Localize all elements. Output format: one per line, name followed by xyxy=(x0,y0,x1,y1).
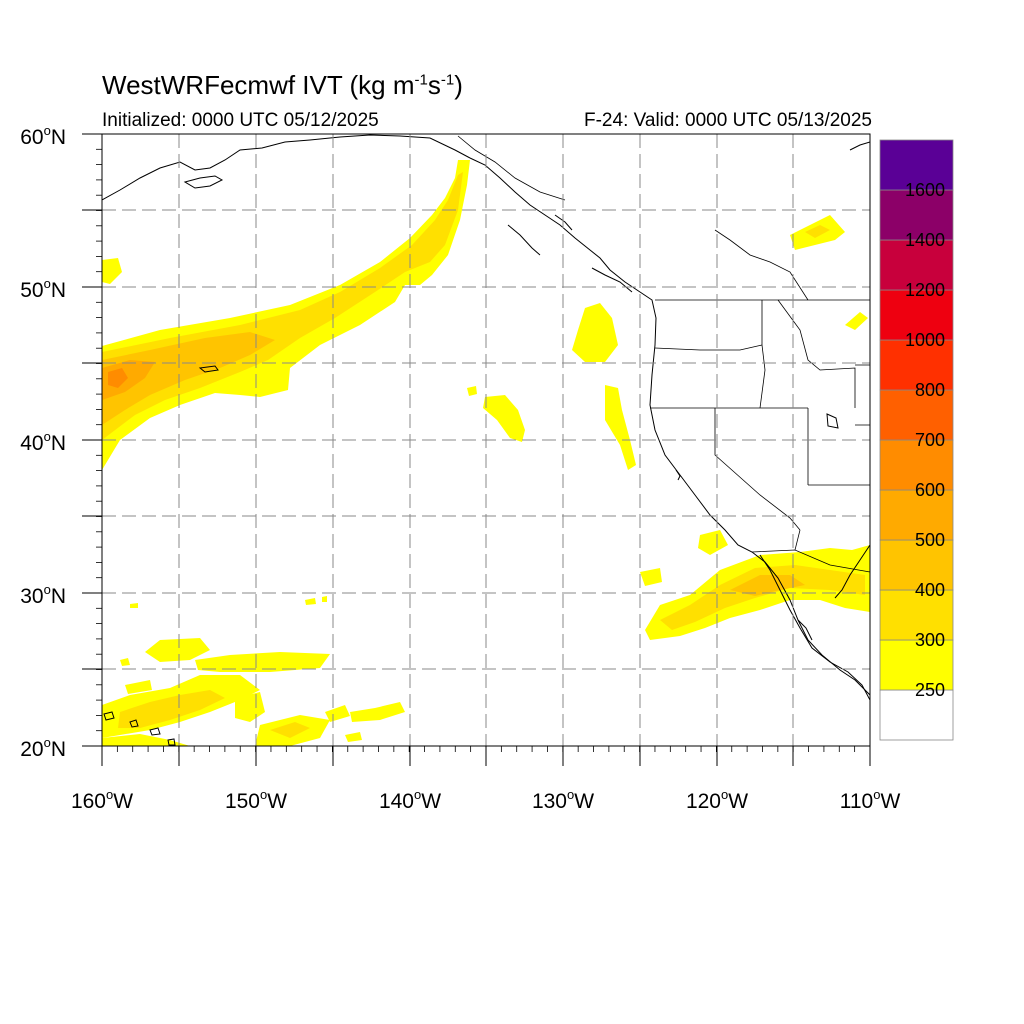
ivt-shading xyxy=(102,160,870,746)
alaska-border xyxy=(457,135,566,201)
gulf-of-california-coast xyxy=(759,554,870,701)
idaho-border xyxy=(759,300,766,409)
grid-lines xyxy=(102,134,870,746)
lon-label-160w: 160oW xyxy=(71,787,133,813)
colorbar-box-7 xyxy=(879,339,954,391)
ivt-contour-400 xyxy=(102,332,275,425)
lon-label-120w: 120oW xyxy=(686,787,748,813)
colorbar-label-400: 400 xyxy=(915,580,945,600)
minor-ticks xyxy=(96,133,871,752)
lon-label-110w: 110oW xyxy=(840,787,901,813)
colorbar-label-1000: 1000 xyxy=(905,330,945,350)
colorbar-label-600: 600 xyxy=(915,480,945,500)
ut-co-border xyxy=(855,364,870,426)
map-title: WestWRFecmwf IVT (kg m-1s-1) xyxy=(102,70,463,100)
colorbar-label-300: 300 xyxy=(915,630,945,650)
lat-label-20n: 20oN xyxy=(20,735,66,761)
colorbar-box-1 xyxy=(879,639,954,691)
colorbar-label-1400: 1400 xyxy=(905,230,945,250)
colorbar-box-4 xyxy=(879,489,954,541)
valid-time: F-24: Valid: 0000 UTC 05/13/2025 xyxy=(584,110,872,131)
lat-label-60n: 60oN xyxy=(20,123,66,149)
political-borders xyxy=(457,135,870,573)
colorbar-box-10 xyxy=(879,189,954,241)
colorbar-box-6 xyxy=(879,389,954,441)
colorbar-box-8 xyxy=(879,289,954,341)
ca-nv-border xyxy=(714,408,801,531)
lat-label-50n: 50oN xyxy=(20,276,66,302)
mexico-border xyxy=(751,549,870,573)
lat-label-40n: 40oN xyxy=(20,429,66,455)
colorbar-label-1200: 1200 xyxy=(905,280,945,300)
colorbar-label-250: 250 xyxy=(915,680,945,700)
ivt-contour-600 xyxy=(108,368,128,388)
ca-az-border xyxy=(794,529,801,551)
longitude-labels: 160oW 150oW 140oW 130oW 120oW 110oW xyxy=(71,787,901,813)
alaska-coast xyxy=(102,134,471,201)
ivt-contour-300 xyxy=(102,172,463,440)
colorbar-box-11 xyxy=(879,139,954,191)
colorbar: 250 300 400 500 600 700 800 1000 1200 1400 1600 xyxy=(879,139,954,741)
colorbar-box-2 xyxy=(879,589,954,641)
colorbar-box-3 xyxy=(879,539,954,591)
latitude-labels: 20oN 30oN 40oN 50oN 60oN xyxy=(20,123,66,761)
colorbar-label-1600: 1600 xyxy=(905,180,945,200)
wa-or-border xyxy=(654,344,763,351)
colorbar-box-0 xyxy=(879,689,954,741)
colorbar-label-800: 800 xyxy=(915,380,945,400)
lon-label-130w: 130oW xyxy=(532,787,594,813)
initialized-time: Initialized: 0000 UTC 05/12/2025 xyxy=(102,110,379,131)
lat-label-30n: 30oN xyxy=(20,582,66,608)
lon-label-150w: 150oW xyxy=(225,787,287,813)
idaho-east-border xyxy=(777,299,856,408)
axis-ticks xyxy=(82,133,871,766)
colorbar-label-500: 500 xyxy=(915,530,945,550)
lon-label-140w: 140oW xyxy=(379,787,441,813)
colorbar-label-700: 700 xyxy=(915,430,945,450)
